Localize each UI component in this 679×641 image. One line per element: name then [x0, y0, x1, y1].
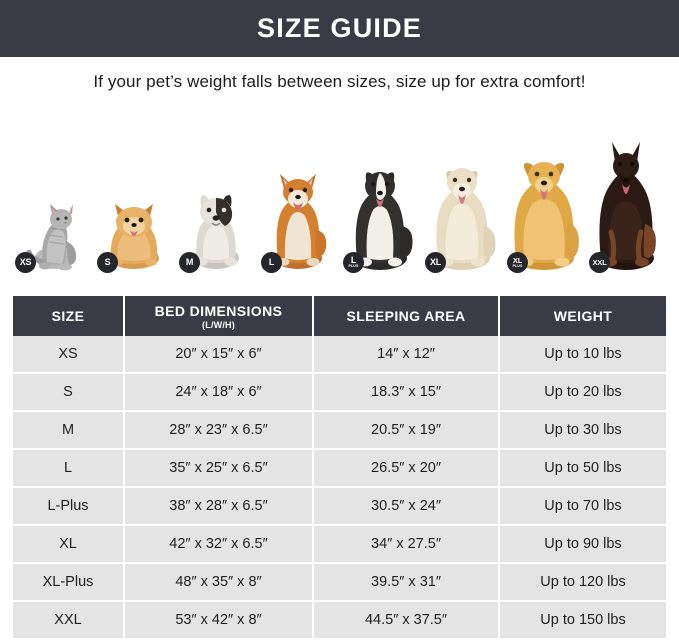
column-header-sleeping-area: SLEEPING AREA: [314, 296, 500, 336]
size-badge-xxl: XXL: [589, 252, 610, 273]
animal-cell-xxl: XXL: [587, 125, 665, 280]
table-row: S 24″ x 18″ x 6″ 18.3″ x 15″ Up to 20 lb…: [13, 374, 666, 412]
title-banner: SIZE GUIDE: [0, 0, 679, 57]
table-header-row: SIZE BED DIMENSIONS (L/W/H) SLEEPING ARE…: [13, 296, 666, 336]
table-row: XXL 53″ x 42″ x 8″ 44.5″ x 37.5″ Up to 1…: [13, 602, 666, 640]
labrador-sitting-icon: [423, 144, 501, 272]
cell-weight: Up to 10 lbs: [500, 336, 666, 374]
pomeranian-sitting-icon: [95, 180, 173, 272]
cell-weight: Up to 150 lbs: [500, 602, 666, 640]
cell-sleeping: 34″ x 27.5″: [314, 526, 500, 564]
size-badge-sublabel: PLUS: [512, 263, 523, 268]
animal-cell-s: S: [95, 125, 173, 280]
size-badge-xs: XS: [15, 252, 36, 273]
animal-cell-xl: XL: [423, 125, 501, 280]
cell-size: L-Plus: [13, 488, 125, 526]
table-row: XL-Plus 48″ x 35″ x 8″ 39.5″ x 31″ Up to…: [13, 564, 666, 602]
cell-size: L: [13, 450, 125, 488]
size-badge-xl-plus: XL PLUS: [507, 252, 528, 273]
size-badge-label: XXL: [592, 257, 607, 267]
column-header-bed-dimensions: BED DIMENSIONS (L/W/H): [125, 296, 314, 336]
table-row: L 35″ x 25″ x 6.5″ 26.5″ x 20″ Up to 50 …: [13, 450, 666, 488]
size-badge-label: S: [104, 257, 111, 267]
column-header-label: SIZE: [51, 308, 85, 324]
table-row: L-Plus 38″ x 28″ x 6.5″ 30.5″ x 24″ Up t…: [13, 488, 666, 526]
size-guide-table: SIZE BED DIMENSIONS (L/W/H) SLEEPING ARE…: [13, 296, 666, 640]
column-header-label: SLEEPING AREA: [346, 308, 466, 324]
size-badge-xl: XL: [425, 252, 446, 273]
cell-size: XL: [13, 526, 125, 564]
cat-sitting-icon: [13, 186, 91, 272]
cell-sleeping: 20.5″ x 19″: [314, 412, 500, 450]
size-badge-label: XL: [512, 255, 523, 265]
cell-bed: 42″ x 32″ x 6.5″: [125, 526, 314, 564]
golden-retriever-sitting-icon: [505, 138, 583, 272]
cell-sleeping: 14″ x 12″: [314, 336, 500, 374]
cell-sleeping: 44.5″ x 37.5″: [314, 602, 500, 640]
animal-cell-xs: XS: [13, 125, 91, 280]
cell-size: XL-Plus: [13, 564, 125, 602]
column-header-label: WEIGHT: [553, 308, 613, 324]
size-badge-label: M: [185, 257, 194, 267]
column-header-label: BED DIMENSIONS: [154, 302, 283, 319]
cell-weight: Up to 20 lbs: [500, 374, 666, 412]
table-head: SIZE BED DIMENSIONS (L/W/H) SLEEPING ARE…: [13, 296, 666, 336]
page-title: SIZE GUIDE: [256, 13, 423, 43]
cell-weight: Up to 90 lbs: [500, 526, 666, 564]
cell-bed: 53″ x 42″ x 8″: [125, 602, 314, 640]
table-row: XL 42″ x 32″ x 6.5″ 34″ x 27.5″ Up to 90…: [13, 526, 666, 564]
cell-weight: Up to 120 lbs: [500, 564, 666, 602]
column-header-weight: WEIGHT: [500, 296, 666, 336]
french-bulldog-sitting-icon: [177, 172, 255, 272]
cell-bed: 38″ x 28″ x 6.5″: [125, 488, 314, 526]
cell-sleeping: 30.5″ x 24″: [314, 488, 500, 526]
size-badge-label: L: [268, 257, 275, 267]
cell-bed: 20″ x 15″ x 6″: [125, 336, 314, 374]
cell-weight: Up to 50 lbs: [500, 450, 666, 488]
animal-illustration-strip: XS: [13, 125, 666, 280]
cell-sleeping: 18.3″ x 15″: [314, 374, 500, 412]
animal-cell-xl-plus: XL PLUS: [505, 125, 583, 280]
cell-size: S: [13, 374, 125, 412]
doberman-sitting-icon: [587, 132, 665, 272]
cell-size: M: [13, 412, 125, 450]
animal-cell-l: L: [259, 125, 337, 280]
border-collie-sitting-icon: [341, 148, 419, 272]
size-badge-label: XL: [429, 257, 442, 267]
size-badge-s: S: [97, 252, 118, 273]
cell-sleeping: 39.5″ x 31″: [314, 564, 500, 602]
cell-bed: 35″ x 25″ x 6.5″: [125, 450, 314, 488]
table-row: XS 20″ x 15″ x 6″ 14″ x 12″ Up to 10 lbs: [13, 336, 666, 374]
cell-size: XXL: [13, 602, 125, 640]
size-badge-label: L: [350, 254, 357, 265]
animal-cell-m: M: [177, 125, 255, 280]
size-badge-m: M: [179, 252, 200, 273]
size-badge-l: L: [261, 252, 282, 273]
cell-bed: 24″ x 18″ x 6″: [125, 374, 314, 412]
cell-size: XS: [13, 336, 125, 374]
table-row: M 28″ x 23″ x 6.5″ 20.5″ x 19″ Up to 30 …: [13, 412, 666, 450]
size-badge-label: XS: [19, 257, 32, 267]
size-badge-sublabel: PLUS: [348, 264, 359, 269]
cell-weight: Up to 70 lbs: [500, 488, 666, 526]
column-header-sublabel: (L/W/H): [202, 319, 235, 330]
size-badge-l-plus: L PLUS: [343, 252, 364, 273]
cell-weight: Up to 30 lbs: [500, 412, 666, 450]
animal-cell-l-plus: L PLUS: [341, 125, 419, 280]
cell-bed: 48″ x 35″ x 8″: [125, 564, 314, 602]
table-body: XS 20″ x 15″ x 6″ 14″ x 12″ Up to 10 lbs…: [13, 336, 666, 640]
subtitle-note: If your pet’s weight falls between sizes…: [93, 72, 586, 91]
column-header-size: SIZE: [13, 296, 125, 336]
cell-sleeping: 26.5″ x 20″: [314, 450, 500, 488]
cell-bed: 28″ x 23″ x 6.5″: [125, 412, 314, 450]
